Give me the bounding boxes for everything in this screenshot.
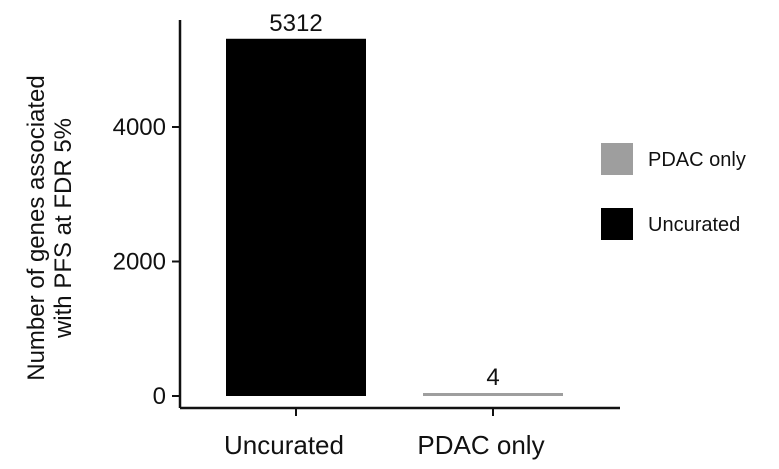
legend-label: Uncurated: [648, 214, 740, 236]
x-tick-label: Uncurated: [224, 430, 344, 460]
bar-uncurated: [226, 38, 366, 396]
axes: 0 2000 4000 Uncurated PDAC only: [113, 20, 620, 460]
data-label: 5312: [269, 10, 322, 37]
y-axis-label-line-1: Number of genes associated: [23, 75, 50, 381]
y-tick-label: 2000: [113, 249, 166, 276]
legend-label: PDAC only: [648, 149, 746, 171]
legend-swatch: [601, 208, 633, 240]
legend: PDAC only Uncurated: [601, 143, 746, 240]
bars: 5312 4: [226, 10, 563, 396]
legend-swatch: [601, 143, 633, 175]
y-tick-label: 0: [153, 383, 166, 410]
y-tick-label: 4000: [113, 114, 166, 141]
y-axis-label: Number of genes associated with PFS at F…: [23, 75, 77, 381]
data-label: 4: [486, 364, 499, 391]
bar-pdac-only: [423, 393, 563, 396]
x-tick-label: PDAC only: [417, 430, 544, 460]
y-axis-label-line-2: with PFS at FDR 5%: [50, 118, 77, 339]
